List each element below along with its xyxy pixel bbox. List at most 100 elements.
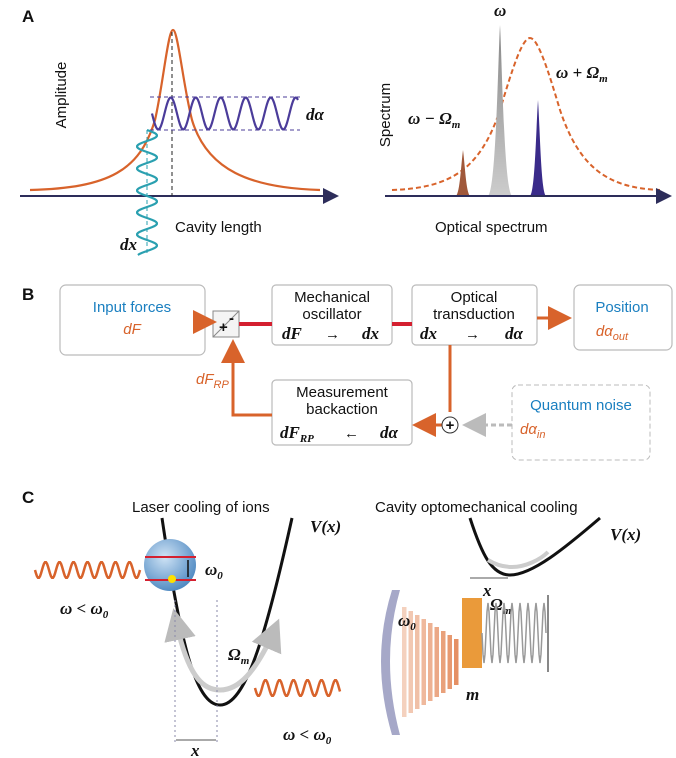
y-axis-label: Spectrum [377,83,394,147]
field-band [402,607,407,717]
annotation: dx [120,235,138,254]
motion-arrow [175,629,273,693]
cavity-lineshape [391,36,661,191]
annotation-sub: 0 [410,621,416,633]
block-symbol: dF [123,321,141,338]
electron [168,575,176,583]
input-oscillation [136,128,158,256]
block-title: backaction [306,401,378,418]
annotation: Ωm [490,595,512,617]
ion [144,539,196,591]
annotation-sub: m [241,655,250,667]
x-axis-label: Optical spectrum [435,219,548,236]
block-symbol: dα [505,324,524,343]
block-arrow: → [325,326,340,343]
annotation: ω [494,1,506,20]
potential-well [468,516,601,577]
block [511,384,651,461]
symbol-sub: in [537,429,546,441]
annotation-text: ω [398,611,410,630]
feedback-label: dFRP [196,371,229,391]
annotation-text: ω [205,560,217,579]
annotation-text: ω < ω [60,599,103,618]
intracavity-field [402,607,459,717]
symbol-text: dF [280,423,301,442]
block-symbol: dαout [596,323,629,343]
panel-title: Cavity optomechanical cooling [375,499,578,516]
symbol-text: dα [596,323,613,340]
block-symbol: dF [282,324,303,343]
panel-label: C [22,488,34,507]
block-title: transduction [433,306,515,323]
annotation-sub: m [452,119,461,131]
block [573,284,673,351]
block [59,284,206,356]
block-title: Measurement [296,384,389,401]
block-title: Position [595,299,648,316]
laser [253,678,342,698]
resonance-curve [29,28,321,192]
panel-label: B [22,285,34,304]
mirror [381,590,400,735]
field-band [447,635,452,689]
field-band [421,619,426,705]
summing-node [441,416,459,434]
annotation-text: ω < ω [283,725,326,744]
annotation-text: ω − Ω [408,109,452,128]
sign: + [446,417,455,434]
spring [481,602,547,664]
annotation: ω0 [398,611,416,633]
annotation: Ωm [228,645,250,667]
annotation: ω < ω0 [283,725,332,747]
field-band [428,623,433,701]
annotation: ω + Ωm [556,63,608,85]
annotation-text: ω + Ω [556,63,599,82]
block-symbol: dx [420,324,438,343]
arrow [221,339,272,417]
annotation: x [190,741,200,758]
motion-arrow [164,608,196,643]
block [271,379,413,446]
annotation: m [466,685,479,704]
block-symbol: dαin [520,421,545,441]
field-band [434,627,439,697]
sign: - [229,310,234,327]
field-band [441,631,446,693]
symbol-text: dF [196,371,214,388]
symbol-sub: RP [299,433,314,445]
block-arrow: ← [344,425,359,442]
y-axis-label: Amplitude [53,62,70,129]
panel-title: Laser cooling of ions [132,499,270,516]
annotation: ω0 [205,560,223,582]
block-symbol: dx [362,324,380,343]
annotation-sub: m [599,73,608,85]
block-symbol: dFRP [280,423,314,445]
block [411,284,538,346]
block [271,284,393,346]
block-symbol: dα [380,423,399,442]
divider [212,310,240,338]
annotation-sub: 0 [217,570,223,582]
x-axis-label: Cavity length [175,219,262,236]
block-title: Mechanical [294,289,370,306]
block-arrow: → [465,326,480,343]
annotation: V(x) [610,525,641,544]
block-title: Quantum noise [530,397,632,414]
sideband-peak [456,150,470,196]
field-band [454,639,459,685]
carrier-peak [488,25,512,196]
annotation: ω < ω0 [60,599,109,621]
output-oscillation [150,96,299,131]
annotation-sub: 0 [326,735,332,747]
symbol-text: dα [520,421,537,438]
block-title: Optical [451,289,498,306]
field-band [408,611,413,713]
annotation: x [482,581,492,600]
motion-arrow [251,618,282,655]
symbol-sub: out [613,331,629,343]
annotation: V(x) [310,517,341,536]
annotation: ω − Ωm [408,109,461,131]
block-title: oscillator [302,306,361,323]
annotation-text: Ω [228,645,241,664]
